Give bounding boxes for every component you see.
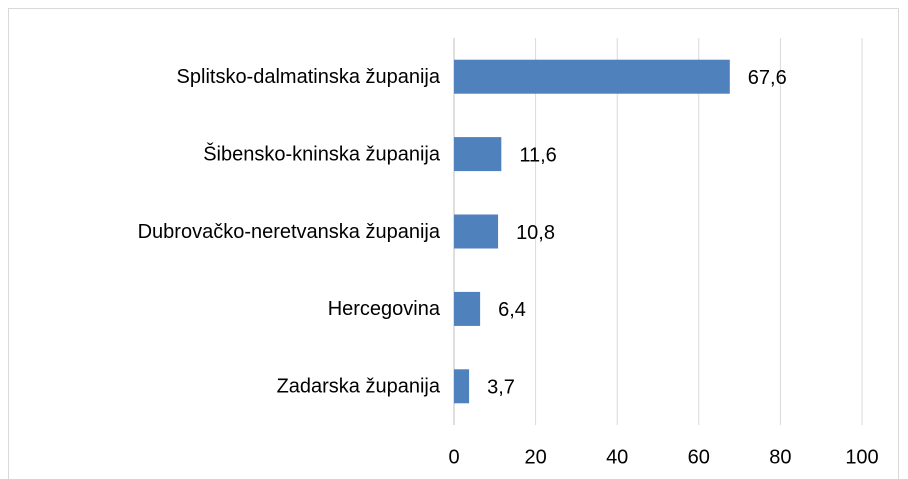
value-label: 11,6 [519,144,556,166]
bar [454,137,502,172]
y-tick-label: Šibensko-kninska županija [203,142,441,165]
y-tick-label: Splitsko-dalmatinska županija [177,66,441,88]
x-tick-label: 100 [845,446,878,468]
chart-frame [8,8,899,479]
bar [454,214,499,249]
value-label: 3,7 [487,377,515,399]
x-tick-label: 0 [448,446,459,468]
x-tick-label: 60 [688,446,710,468]
value-label: 67,6 [748,67,787,89]
y-tick-label: Dubrovačko-neretvanska županija [138,221,441,243]
y-tick-label: Zadarska županija [277,376,441,398]
bar [454,291,481,326]
value-label: 6,4 [498,299,526,321]
y-tick-label: Hercegovina [328,298,441,320]
bar [454,369,470,404]
bar [454,59,730,94]
x-tick-label: 80 [769,446,791,468]
value-label: 10,8 [516,222,555,244]
x-tick-label: 40 [606,446,628,468]
x-tick-label: 20 [524,446,546,468]
